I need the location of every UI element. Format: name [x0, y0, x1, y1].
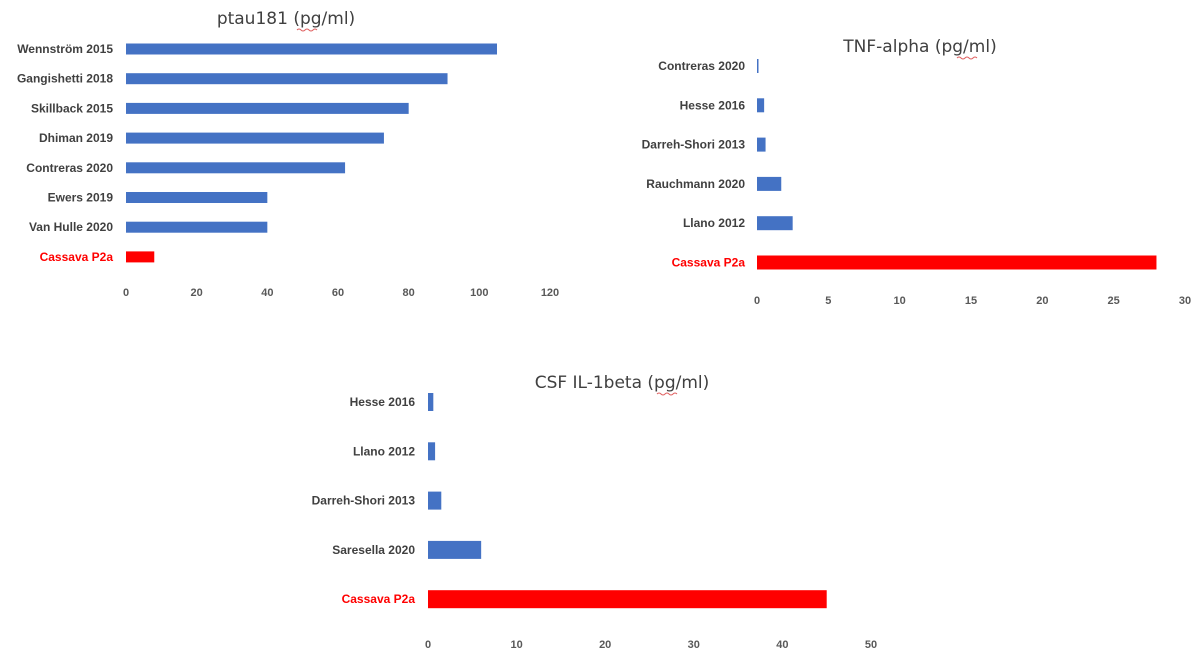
bar — [757, 98, 765, 113]
x-tick-label: 40 — [261, 287, 273, 299]
bar — [126, 102, 409, 114]
chart-title: TNF-alpha (pg/ml) — [842, 37, 996, 57]
x-tick-label: 60 — [332, 287, 344, 299]
category-label: Cassava P2a — [342, 592, 416, 606]
bar-highlight — [757, 255, 1157, 270]
bar — [126, 43, 497, 55]
spellcheck-underline — [296, 28, 318, 32]
category-label: Van Hulle 2020 — [29, 220, 113, 234]
category-label: Ewers 2019 — [48, 191, 114, 205]
bar — [126, 73, 448, 85]
category-label: Saresella 2020 — [332, 543, 415, 557]
bar — [428, 540, 482, 559]
bar — [126, 162, 346, 174]
category-label: Hesse 2016 — [350, 395, 416, 409]
bar — [126, 132, 384, 144]
bar — [428, 491, 442, 510]
category-label: Contreras 2020 — [26, 161, 113, 175]
bar — [126, 192, 268, 203]
spellcheck-underline — [656, 392, 678, 396]
x-tick-label: 50 — [865, 639, 877, 651]
x-tick-label: 30 — [688, 639, 700, 651]
x-tick-label: 20 — [191, 287, 203, 299]
chart-ptau181: ptau181 (pg/ml) Wennström 2015 Gangishett… — [17, 9, 559, 299]
x-tick-label: 40 — [776, 639, 788, 651]
x-tick-label: 0 — [123, 287, 129, 299]
x-tick-label: 0 — [425, 639, 431, 651]
category-label: Cassava P2a — [672, 256, 746, 270]
bar — [126, 221, 268, 233]
x-tick-label: 20 — [599, 639, 611, 651]
bar — [757, 59, 759, 73]
category-label: Gangishetti 2018 — [17, 72, 113, 86]
chart-tnf-alpha: TNF-alpha (pg/ml) Contreras 2020 Hesse 20… — [642, 37, 1192, 307]
x-tick-label: 10 — [510, 639, 522, 651]
category-label: Llano 2012 — [353, 444, 415, 458]
chart-csf-il1beta: CSF IL-1beta (pg/ml) Hesse 2016 Llano 201… — [312, 373, 878, 651]
bar-highlight — [428, 590, 827, 609]
bar — [757, 137, 766, 152]
category-label: Darreh-Shori 2013 — [642, 138, 746, 152]
bar-highlight — [126, 251, 155, 263]
x-tick-label: 100 — [470, 287, 488, 299]
category-label: Hesse 2016 — [680, 98, 746, 112]
x-tick-label: 0 — [754, 295, 760, 307]
bar — [428, 393, 434, 411]
bar — [757, 216, 793, 231]
x-tick-label: 15 — [965, 295, 977, 307]
spellcheck-underline — [956, 56, 978, 60]
x-tick-label: 30 — [1179, 295, 1191, 307]
chart-title: CSF IL-1beta (pg/ml) — [535, 373, 710, 393]
x-tick-label: 120 — [541, 287, 559, 299]
category-label: Contreras 2020 — [658, 59, 745, 73]
bar — [757, 176, 782, 191]
x-tick-label: 10 — [894, 295, 906, 307]
category-label: Llano 2012 — [683, 216, 745, 230]
category-label: Darreh-Shori 2013 — [312, 494, 416, 508]
category-label: Skillback 2015 — [31, 101, 113, 115]
chart-title: ptau181 (pg/ml) — [217, 9, 355, 29]
category-label: Cassava P2a — [40, 250, 114, 264]
category-label: Rauchmann 2020 — [646, 177, 745, 191]
x-tick-label: 25 — [1108, 295, 1120, 307]
x-tick-label: 80 — [403, 287, 415, 299]
category-label: Dhiman 2019 — [39, 131, 113, 145]
bar — [428, 442, 436, 461]
x-tick-label: 20 — [1036, 295, 1048, 307]
category-label: Wennström 2015 — [17, 42, 113, 56]
x-tick-label: 5 — [825, 295, 831, 307]
